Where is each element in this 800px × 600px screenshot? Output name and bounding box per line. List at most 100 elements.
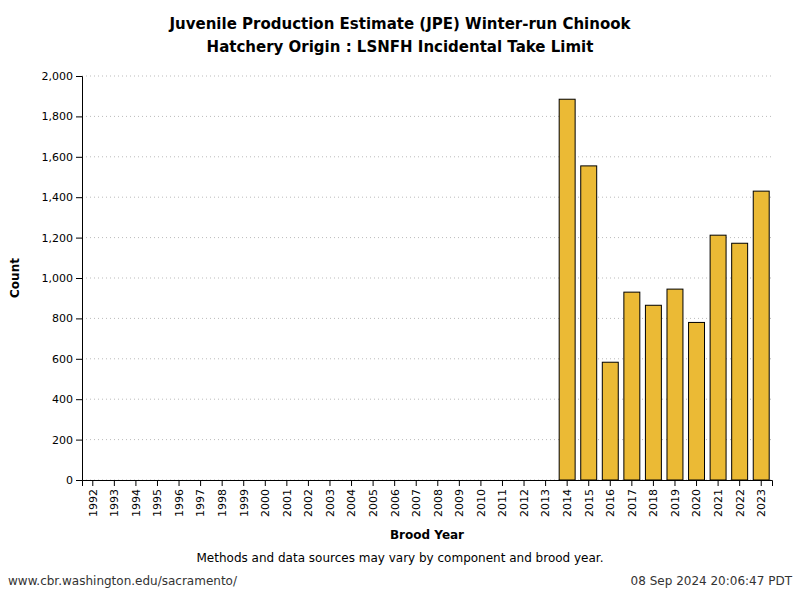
- bar: [753, 191, 769, 480]
- annotation: www.cbr.washington.edu/sacramento/: [8, 574, 238, 588]
- x-tick: 1993: [108, 480, 121, 517]
- x-tick: 1999: [238, 480, 251, 517]
- x-tick: 1992: [87, 480, 100, 517]
- y-tick: 200: [52, 434, 82, 447]
- y-axis-line: [76, 77, 83, 481]
- x-tick-mark: [588, 480, 589, 486]
- x-tick-mark: [653, 480, 654, 486]
- x-tick-label: 2013: [539, 489, 552, 517]
- x-tick-mark: [157, 480, 158, 486]
- chart: Juvenile Production Estimate (JPE) Winte…: [0, 0, 800, 600]
- x-tick: 2022: [734, 480, 747, 517]
- x-tick-label: 2004: [345, 489, 358, 517]
- x-tick-label: 2008: [432, 489, 445, 517]
- x-tick: 2000: [259, 480, 272, 517]
- x-tick: 1995: [151, 480, 164, 517]
- x-tick: 1997: [194, 480, 207, 517]
- bar: [645, 305, 661, 480]
- x-tick-mark: [631, 480, 632, 486]
- x-tick-label: 2000: [259, 489, 272, 517]
- x-tick-label: 2009: [453, 489, 466, 517]
- y-tick: 1,600: [42, 151, 83, 164]
- y-tick: 800: [52, 312, 82, 325]
- x-tick-label: 2002: [302, 489, 315, 517]
- x-tick-mark: [696, 480, 697, 486]
- bar: [732, 243, 748, 480]
- y-tick: 1,400: [42, 191, 83, 204]
- y-tick: 0: [66, 474, 82, 487]
- x-tick: 2004: [345, 480, 358, 517]
- x-tick-label: 2011: [496, 489, 509, 517]
- x-tick-mark: [308, 480, 309, 486]
- x-tick-label: 1994: [130, 489, 143, 517]
- y-tick-label: 1,400: [42, 191, 74, 204]
- x-tick-mark: [92, 480, 93, 486]
- plot: 02004006008001,0001,2001,4001,6001,8002,…: [42, 70, 773, 517]
- x-tick-mark: [114, 480, 115, 486]
- x-tick-label: 1999: [238, 489, 251, 517]
- y-axis: 02004006008001,0001,2001,4001,6001,8002,…: [42, 70, 83, 487]
- x-tick-label: 2003: [324, 489, 337, 517]
- x-tick: 1998: [216, 480, 229, 517]
- x-tick-mark: [545, 480, 546, 486]
- bar: [624, 292, 640, 480]
- y-tick-label: 400: [52, 393, 73, 406]
- x-tick-mark: [459, 480, 460, 486]
- grid-line: [82, 116, 772, 117]
- x-tick-mark: [286, 480, 287, 486]
- y-tick: 400: [52, 393, 82, 406]
- x-tick: 2016: [604, 480, 617, 517]
- bar: [559, 99, 575, 480]
- x-tick: 2003: [324, 480, 337, 517]
- x-tick-mark: [200, 480, 201, 486]
- annotation: 08 Sep 2024 20:06:47 PDT: [631, 574, 793, 588]
- y-tick-mark: [76, 440, 82, 441]
- y-tick-mark: [76, 238, 82, 239]
- y-tick-mark: [76, 76, 82, 77]
- x-tick: 2017: [626, 480, 639, 517]
- x-tick: 2009: [453, 480, 466, 517]
- grid-line: [82, 278, 772, 279]
- y-tick-mark: [76, 318, 82, 319]
- x-tick-label: 1996: [173, 489, 186, 517]
- x-tick-mark: [135, 480, 136, 486]
- x-tick: 2010: [475, 480, 488, 517]
- x-tick-mark: [674, 480, 675, 486]
- y-tick-label: 0: [66, 474, 73, 487]
- grid-line: [82, 156, 772, 157]
- x-tick-label: 2007: [410, 489, 423, 517]
- x-tick: 2012: [518, 480, 531, 517]
- x-axis-line: [83, 481, 773, 487]
- bar: [710, 235, 726, 480]
- x-tick-label: 2010: [475, 489, 488, 517]
- x-tick-mark: [480, 480, 481, 486]
- bar: [667, 289, 683, 480]
- x-tick-mark: [373, 480, 374, 486]
- title: Juvenile Production Estimate (JPE) Winte…: [168, 15, 631, 33]
- annotation: Methods and data sources may vary by com…: [197, 551, 604, 565]
- x-tick-label: 1992: [87, 489, 100, 517]
- x-tick-mark: [243, 480, 244, 486]
- x-tick-mark: [610, 480, 611, 486]
- x-tick: 1994: [130, 480, 143, 517]
- x-tick-label: 2018: [647, 489, 660, 517]
- x-tick-label: 1998: [216, 489, 229, 517]
- x-tick: 2007: [410, 480, 423, 517]
- y-tick: 1,800: [42, 110, 83, 123]
- x-tick-mark: [179, 480, 180, 486]
- x-tick-mark: [265, 480, 266, 486]
- x-tick: 2020: [690, 480, 703, 517]
- y-tick: 2,000: [42, 70, 83, 83]
- x-tick: 2019: [669, 480, 682, 517]
- grid-line: [82, 76, 772, 77]
- x-tick-mark: [739, 480, 740, 486]
- y-tick-label: 1,800: [42, 110, 74, 123]
- subtitle: Hatchery Origin : LSNFH Incidental Take …: [207, 38, 594, 56]
- x-tick-label: 2023: [755, 489, 768, 517]
- x-axis: 1992199319941995199619971998199920002001…: [83, 480, 773, 517]
- x-tick: 2006: [389, 480, 402, 517]
- y-tick-mark: [76, 399, 82, 400]
- x-tick-mark: [329, 480, 330, 486]
- x-tick: 2013: [539, 480, 552, 517]
- y-tick-label: 1,000: [42, 272, 74, 285]
